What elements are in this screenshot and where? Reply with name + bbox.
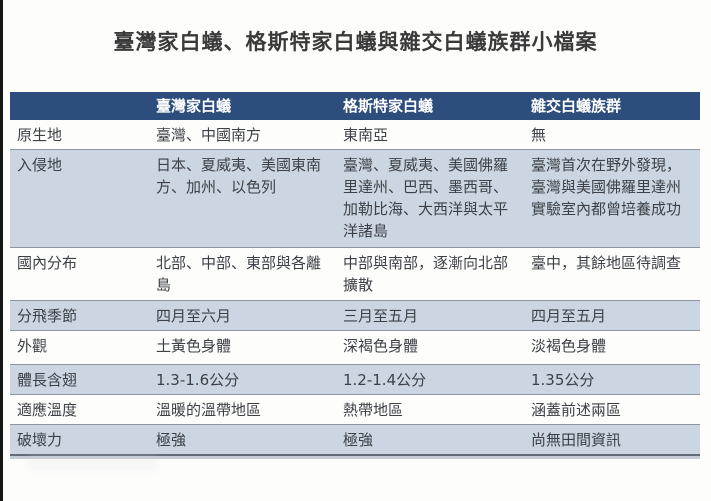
table-cell: 淡褐色身體 (531, 337, 607, 355)
table-cell: 無 (531, 126, 547, 144)
column-header-gestroi-termite: 格斯特家白蟻 (343, 97, 434, 115)
table-cell: 極強 (343, 431, 374, 449)
table-row-origin: 原生地 臺灣、中國南方 東南亞 無 (10, 120, 700, 150)
row-label: 國內分布 (17, 254, 78, 272)
faint-watermark (28, 455, 158, 471)
table-row-destructive-power: 破壞力 極強 極強 尚無田間資訊 (10, 425, 700, 456)
table-header-row: 臺灣家白蟻 格斯特家白蟻 雜交白蟻族群 (10, 92, 700, 120)
table-row-swarming-season: 分飛季節 四月至六月 三月至五月 四月至五月 (10, 301, 700, 331)
table-cell: 溫暖的溫帶地區 (156, 401, 262, 419)
table-row-body-length: 體長含翅 1.3-1.6公分 1.2-1.4公分 1.35公分 (10, 365, 700, 395)
table-cell: 三月至五月 (343, 307, 419, 325)
table-cell: 臺灣首次在野外發現，臺灣與美國佛羅里達州實驗室內都曾培養成功 (531, 156, 682, 218)
table-row-invaded-areas: 入侵地 日本、夏威夷、美國東南方、加州、以色列 臺灣、夏威夷、美國佛羅里達州、巴… (10, 150, 700, 248)
page-title: 臺灣家白蟻、格斯特家白蟻與雜交白蟻族群小檔案 (113, 30, 598, 54)
table-cell: 日本、夏威夷、美國東南方、加州、以色列 (156, 156, 322, 196)
table-cell: 臺灣、中國南方 (156, 126, 262, 144)
table-cell: 1.3-1.6公分 (156, 371, 240, 389)
table-cell: 1.2-1.4公分 (343, 371, 427, 389)
table-cell: 極強 (156, 431, 187, 449)
column-header-taiwan-termite: 臺灣家白蟻 (156, 97, 232, 115)
table-cell: 中部與南部，逐漸向北部擴散 (343, 254, 509, 294)
table-cell: 尚無田間資訊 (531, 431, 622, 449)
row-label: 原生地 (17, 126, 63, 144)
table-row-appearance: 外觀 土黃色身體 深褐色身體 淡褐色身體 (10, 331, 700, 365)
table-cell: 四月至六月 (156, 307, 232, 325)
scan-edge-line (0, 0, 3, 501)
table-cell: 涵蓋前述兩區 (531, 401, 622, 419)
row-label: 體長含翅 (17, 371, 78, 389)
table-cell: 四月至五月 (531, 307, 607, 325)
termite-profile-table: 臺灣家白蟻 格斯特家白蟻 雜交白蟻族群 原生地 臺灣、中國南方 東南亞 無 入侵… (10, 92, 700, 456)
row-label: 適應溫度 (17, 401, 78, 419)
table-cell: 1.35公分 (531, 371, 595, 389)
table-row-domestic-distribution: 國內分布 北部、中部、東部與各離島 中部與南部，逐漸向北部擴散 臺中，其餘地區待… (10, 248, 700, 301)
table-cell: 土黃色身體 (156, 337, 232, 355)
column-header-hybrid-termite: 雜交白蟻族群 (531, 97, 622, 115)
column-header-blank (10, 103, 148, 109)
table-cell: 熱帶地區 (343, 401, 404, 419)
table-cell: 臺灣、夏威夷、美國佛羅里達州、巴西、墨西哥、加勒比海、大西洋與太平洋諸島 (343, 156, 509, 240)
row-label: 分飛季節 (17, 307, 78, 325)
row-label: 外觀 (17, 337, 48, 355)
table-cell: 東南亞 (343, 126, 389, 144)
table-cell: 北部、中部、東部與各離島 (156, 254, 322, 294)
row-label: 破壞力 (17, 431, 63, 449)
table-cell: 臺中，其餘地區待調查 (531, 254, 682, 272)
row-label: 入侵地 (17, 156, 63, 174)
table-row-temperature: 適應溫度 溫暖的溫帶地區 熱帶地區 涵蓋前述兩區 (10, 395, 700, 425)
table-cell: 深褐色身體 (343, 337, 419, 355)
